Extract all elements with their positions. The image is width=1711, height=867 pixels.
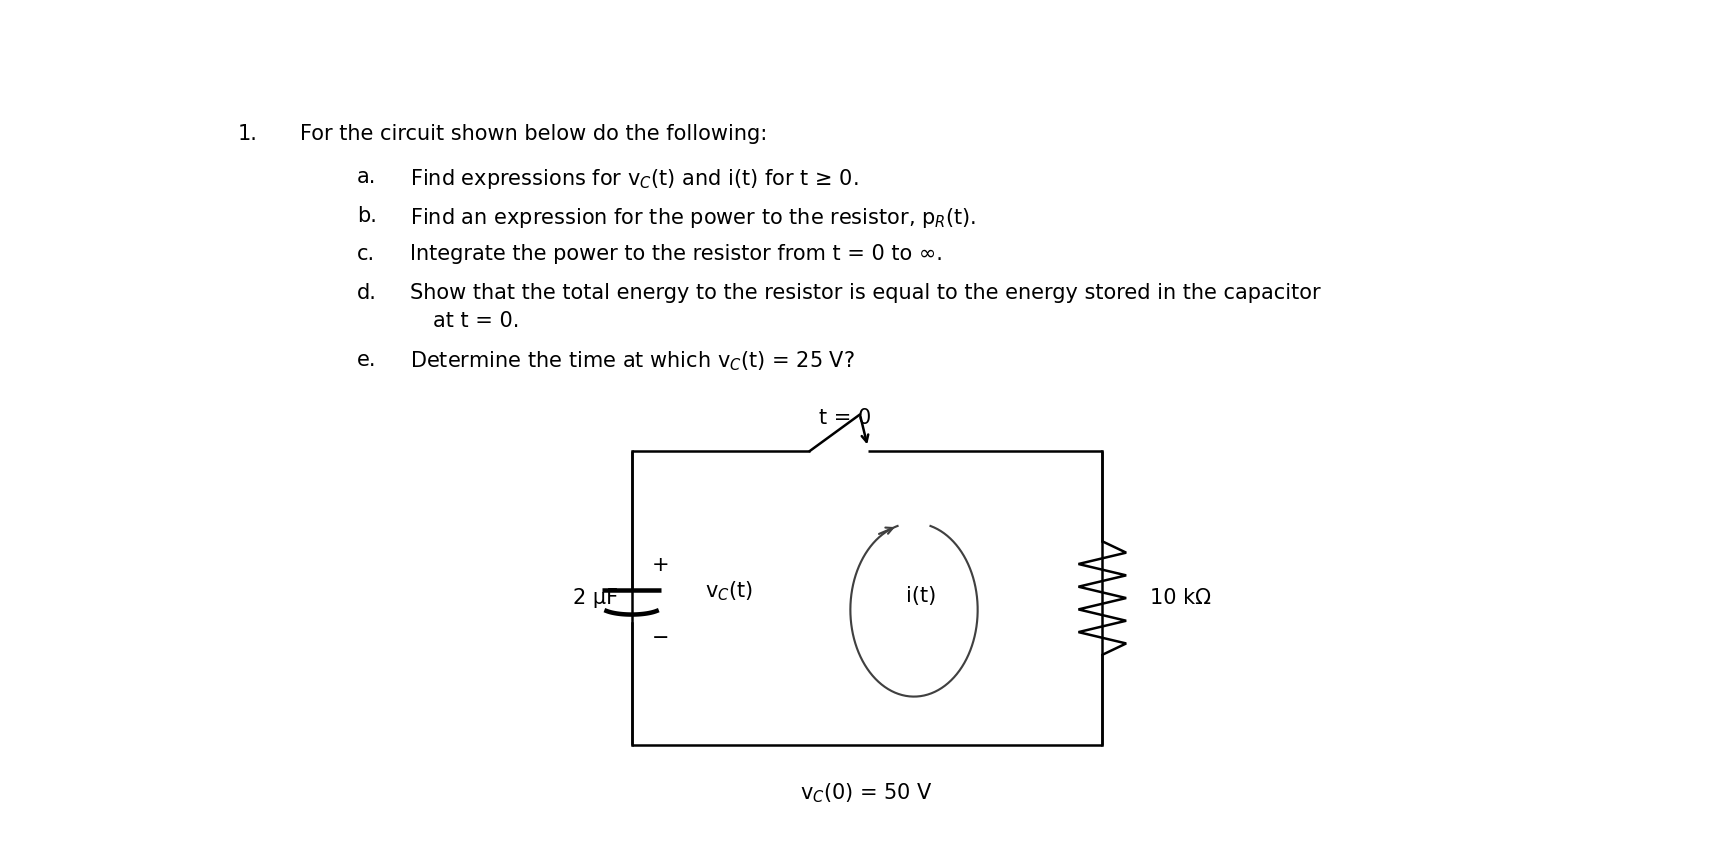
Text: Integrate the power to the resistor from t = 0 to ∞.: Integrate the power to the resistor from…: [411, 244, 943, 264]
Text: For the circuit shown below do the following:: For the circuit shown below do the follo…: [299, 124, 767, 144]
Text: 2 μF: 2 μF: [573, 588, 618, 608]
Text: Determine the time at which v$_C$(t) = 25 V?: Determine the time at which v$_C$(t) = 2…: [411, 349, 856, 374]
Text: 1.: 1.: [238, 124, 258, 144]
Text: d.: d.: [358, 283, 376, 303]
Text: i(t): i(t): [905, 586, 936, 606]
Text: v$_C$(0) = 50 V: v$_C$(0) = 50 V: [801, 782, 934, 805]
Text: −: −: [652, 628, 669, 649]
Text: at t = 0.: at t = 0.: [433, 311, 518, 331]
Text: b.: b.: [358, 205, 376, 225]
Text: 10 kΩ: 10 kΩ: [1150, 588, 1211, 608]
Text: e.: e.: [358, 349, 376, 369]
Text: Find expressions for v$_C$(t) and i(t) for t ≥ 0.: Find expressions for v$_C$(t) and i(t) f…: [411, 166, 859, 191]
Text: c.: c.: [358, 244, 375, 264]
Text: a.: a.: [358, 166, 376, 186]
Text: Find an expression for the power to the resistor, p$_R$(t).: Find an expression for the power to the …: [411, 205, 977, 230]
Text: v$_C$(t): v$_C$(t): [705, 579, 753, 603]
Text: Show that the total energy to the resistor is equal to the energy stored in the : Show that the total energy to the resist…: [411, 283, 1321, 303]
Text: t = 0: t = 0: [820, 407, 871, 427]
Text: +: +: [652, 555, 669, 575]
